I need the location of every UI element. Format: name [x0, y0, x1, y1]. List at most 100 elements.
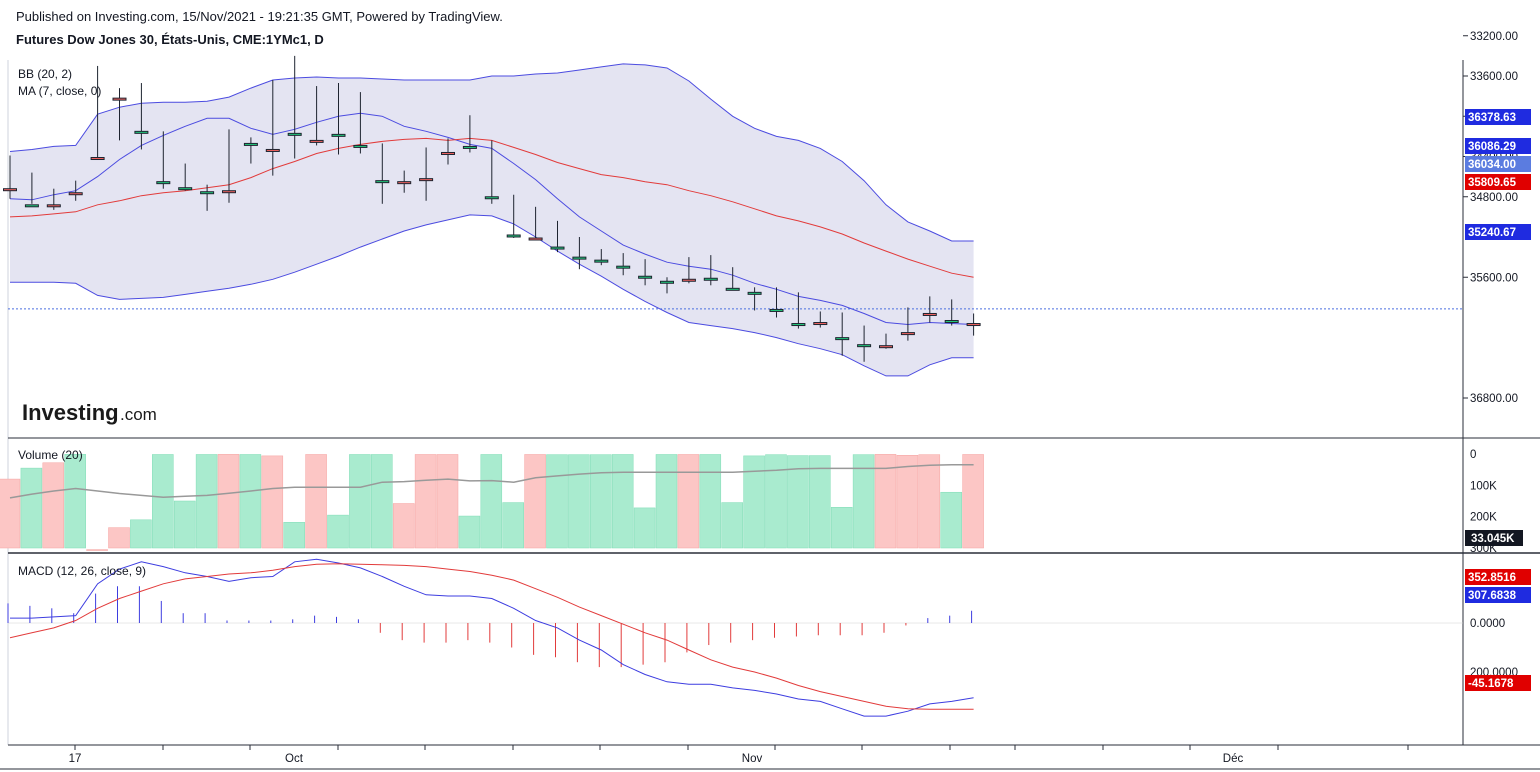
volume-bar[interactable]: [918, 454, 941, 549]
volume-bar[interactable]: [787, 455, 809, 549]
volume-bar[interactable]: [108, 527, 130, 549]
time-axis[interactable]: 17 Oct Nov Déc: [69, 745, 1409, 765]
volume-bar[interactable]: [305, 454, 327, 549]
candle[interactable]: [419, 147, 434, 201]
candle[interactable]: [134, 83, 149, 150]
candle-body: [528, 237, 543, 241]
candle[interactable]: [222, 129, 236, 203]
candle[interactable]: [681, 257, 696, 284]
volume-bar[interactable]: [590, 454, 612, 549]
volume-bar[interactable]: [962, 454, 984, 549]
volume-bar[interactable]: [699, 454, 722, 549]
candle[interactable]: [791, 292, 806, 329]
volume-bar[interactable]: [655, 454, 678, 549]
bollinger-lower-line: [9, 63, 974, 242]
volume-bar[interactable]: [765, 454, 787, 549]
volume-bar[interactable]: [874, 454, 897, 549]
volume-bar[interactable]: [327, 514, 349, 549]
volume-bar[interactable]: [173, 500, 196, 549]
volume-bar[interactable]: [524, 454, 546, 549]
candle[interactable]: [112, 88, 127, 141]
volume-bar[interactable]: [195, 454, 218, 549]
candle[interactable]: [528, 206, 543, 241]
candle[interactable]: [484, 140, 499, 204]
volume-bar[interactable]: [633, 507, 656, 549]
price-pane[interactable]: BB (20, 2) MA (7, close, 0) 36800.00 35600.…: [3, 31, 1532, 405]
candle[interactable]: [375, 143, 390, 204]
volume-bar[interactable]: [436, 454, 459, 549]
candle[interactable]: [46, 188, 61, 210]
volume-bar[interactable]: [349, 454, 371, 549]
candle[interactable]: [900, 307, 915, 341]
candle[interactable]: [3, 155, 17, 199]
volume-bar[interactable]: [940, 491, 962, 549]
candle[interactable]: [616, 253, 631, 276]
candle-body: [462, 145, 477, 149]
candle[interactable]: [703, 255, 718, 286]
candle[interactable]: [747, 287, 762, 311]
candle[interactable]: [462, 115, 477, 153]
candle[interactable]: [156, 131, 171, 189]
candle[interactable]: [550, 220, 565, 253]
volume-bar[interactable]: [64, 454, 86, 549]
volume-bar[interactable]: [611, 454, 634, 549]
volume-bar[interactable]: [568, 454, 590, 549]
volume-bar[interactable]: [852, 454, 875, 549]
volume-bar[interactable]: [392, 503, 415, 549]
logo-brand: Investing: [22, 400, 119, 425]
volume-bar[interactable]: [809, 455, 831, 549]
volume-bar[interactable]: [743, 455, 765, 549]
candle[interactable]: [594, 249, 609, 266]
candle[interactable]: [769, 287, 784, 318]
candle[interactable]: [879, 333, 893, 349]
volume-bar[interactable]: [42, 462, 65, 549]
volume-bar[interactable]: [152, 454, 174, 549]
candle[interactable]: [572, 237, 587, 270]
macd-pane[interactable]: MACD (12, 26, close, 9)200.00000.0000-20…: [7, 558, 1531, 717]
volume-bar[interactable]: [414, 454, 437, 549]
candle[interactable]: [353, 92, 368, 154]
candle[interactable]: [506, 194, 521, 239]
candle[interactable]: [857, 325, 872, 362]
candle[interactable]: [922, 296, 937, 323]
volume-bar[interactable]: [896, 455, 919, 549]
candle[interactable]: [68, 180, 83, 201]
candle[interactable]: [397, 170, 412, 193]
candle[interactable]: [966, 313, 981, 336]
volume-bar[interactable]: [130, 519, 152, 549]
candle[interactable]: [178, 163, 193, 191]
candle[interactable]: [331, 83, 346, 155]
candle[interactable]: [265, 80, 280, 176]
volume-bar[interactable]: [239, 454, 262, 549]
volume-bar[interactable]: [721, 502, 743, 549]
volume-bar[interactable]: [677, 454, 700, 549]
candle[interactable]: [835, 312, 850, 356]
volume-bar[interactable]: [0, 478, 21, 549]
volume-bar[interactable]: [458, 515, 481, 549]
volume-bar[interactable]: [502, 502, 524, 549]
candle[interactable]: [441, 138, 455, 165]
volume-bar[interactable]: [283, 522, 305, 549]
candle[interactable]: [24, 172, 39, 208]
volume-bar[interactable]: [830, 507, 853, 549]
candle[interactable]: [90, 65, 105, 161]
volume-bar[interactable]: [20, 467, 43, 549]
volume-bar[interactable]: [261, 455, 284, 549]
candle[interactable]: [638, 259, 653, 286]
candle[interactable]: [287, 55, 302, 159]
candle[interactable]: [243, 137, 258, 164]
candle[interactable]: [813, 311, 828, 328]
candle[interactable]: [660, 277, 674, 294]
candle[interactable]: [725, 267, 740, 291]
candle[interactable]: [200, 184, 215, 211]
volume-bar[interactable]: [217, 454, 240, 549]
volume-bar[interactable]: [480, 454, 503, 549]
candle[interactable]: [944, 299, 959, 326]
volume-bar[interactable]: [371, 454, 393, 549]
volume-bar[interactable]: [86, 549, 108, 551]
candle[interactable]: [309, 86, 324, 146]
candle-body: [375, 180, 390, 184]
volume-bar[interactable]: [546, 454, 568, 549]
